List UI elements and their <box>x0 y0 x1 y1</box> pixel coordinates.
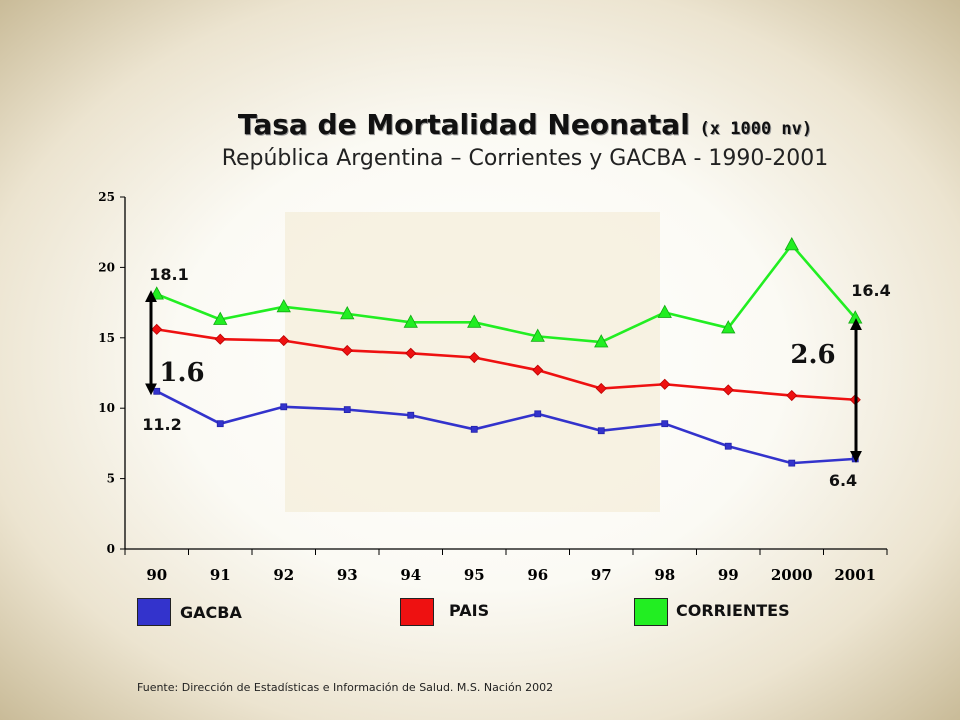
data-point-pais <box>595 382 607 395</box>
data-point-corrientes <box>467 314 482 328</box>
label-end-ratio: 2.6 <box>790 340 835 370</box>
label-start-ratio: 1.6 <box>159 358 204 388</box>
data-point-gacba <box>788 459 796 467</box>
data-point-corrientes <box>530 328 545 342</box>
y-tick-label: 5 <box>107 472 115 486</box>
data-point-corrientes <box>657 304 672 318</box>
y-tick-label: 0 <box>107 542 115 556</box>
series-line-pais <box>156 328 856 402</box>
data-point-pais <box>278 335 290 347</box>
data-point-gacba <box>153 387 161 395</box>
x-tick-label: 90 <box>146 566 167 584</box>
data-point-corrientes <box>340 306 355 320</box>
y-tick-label: 20 <box>98 260 115 274</box>
data-point-pais <box>405 347 417 359</box>
x-tick-label: 95 <box>464 566 485 584</box>
x-tick-label: 94 <box>400 566 421 584</box>
series-line-corrientes <box>156 243 857 344</box>
plot-band <box>285 212 660 512</box>
y-tick-label: 25 <box>98 190 115 204</box>
x-tick-label: 2000 <box>771 566 813 584</box>
data-point-corrientes <box>213 311 228 325</box>
data-point-pais <box>532 364 544 376</box>
label-start-low: 11.2 <box>142 415 181 434</box>
data-point-pais <box>341 344 353 357</box>
data-point-pais <box>468 351 480 364</box>
data-point-pais <box>214 333 226 345</box>
data-point-corrientes <box>276 298 291 313</box>
legend-label-corrientes: CORRIENTES <box>676 601 790 620</box>
label-start-high: 18.1 <box>149 265 188 284</box>
data-point-gacba <box>280 403 288 411</box>
data-point-corrientes <box>784 237 799 251</box>
x-tick-label: 96 <box>527 566 548 584</box>
data-point-gacba <box>343 406 351 414</box>
chart-title: Tasa de Mortalidad Neonatal (x 1000 nv) <box>0 108 960 141</box>
label-end-low: 6.4 <box>829 471 857 490</box>
x-tick-label: 91 <box>210 566 231 584</box>
y-tick-label: 15 <box>98 331 115 345</box>
label-end-high: 16.4 <box>851 281 890 300</box>
y-tick-label: 10 <box>98 401 115 415</box>
title-unit: (x 1000 nv) <box>699 119 813 139</box>
x-tick-label: 99 <box>718 566 739 584</box>
data-point-pais <box>659 378 671 390</box>
data-point-corrientes <box>403 314 418 328</box>
x-tick-label: 92 <box>273 566 294 584</box>
data-point-corrientes <box>721 320 736 334</box>
data-point-gacba <box>470 425 478 433</box>
x-tick-label: 97 <box>591 566 612 584</box>
legend-swatch-gacba <box>137 598 171 626</box>
legend-label-gacba: GACBA <box>180 603 242 622</box>
data-point-gacba <box>534 410 542 418</box>
data-point-gacba <box>407 411 415 419</box>
x-tick-label: 2001 <box>834 566 876 584</box>
chart-subtitle: República Argentina – Corrientes y GACBA… <box>221 146 829 171</box>
data-point-pais <box>151 323 163 335</box>
legend-swatch-corrientes <box>634 598 668 626</box>
series-line-gacba <box>156 390 856 465</box>
x-tick-label: 98 <box>654 566 675 584</box>
title-text: Tasa de Mortalidad Neonatal <box>237 108 690 141</box>
source-note: Fuente: Dirección de Estadísticas e Info… <box>137 681 554 694</box>
data-point-pais <box>786 389 798 402</box>
data-point-gacba <box>724 442 732 450</box>
legend-label-pais: PAIS <box>449 601 490 620</box>
data-point-gacba <box>216 420 224 428</box>
data-point-corrientes <box>594 334 609 348</box>
x-tick-label: 93 <box>337 566 358 584</box>
data-point-pais <box>722 384 734 396</box>
legend-swatch-pais <box>400 598 434 626</box>
data-point-gacba <box>661 420 669 428</box>
data-point-gacba <box>597 427 605 435</box>
